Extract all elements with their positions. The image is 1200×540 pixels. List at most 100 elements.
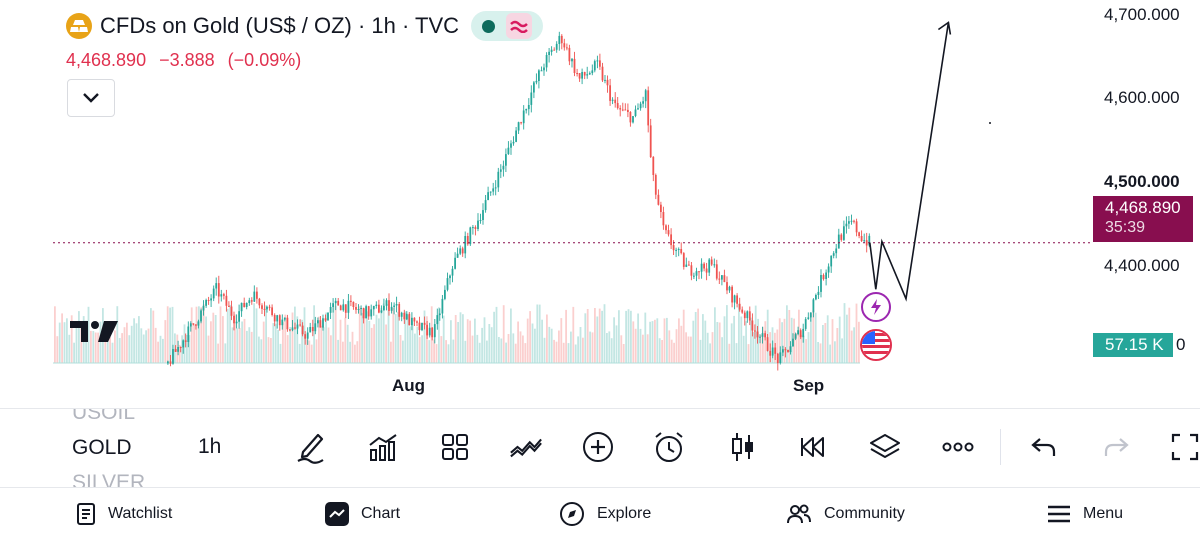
volume-bar: [814, 312, 817, 363]
more-options-icon[interactable]: [941, 430, 975, 464]
volume-bar: [829, 344, 831, 363]
bar-countdown: 35:39: [1105, 219, 1146, 236]
volume-bar: [747, 344, 750, 363]
volume-bar: [178, 344, 181, 363]
candle-body: [520, 122, 522, 124]
undo-icon[interactable]: [1027, 430, 1061, 464]
volume-bar: [260, 339, 263, 363]
volume-bar: [601, 310, 603, 363]
volume-bar: [812, 310, 815, 363]
nav-menu[interactable]: Menu: [1047, 488, 1123, 540]
indicators-icon[interactable]: [366, 430, 400, 464]
volume-bar: [310, 344, 313, 363]
volume-bar: [548, 326, 551, 363]
interval-button[interactable]: 1h: [198, 435, 222, 458]
watchlist-icon: [77, 503, 95, 525]
market-status-pill[interactable]: [471, 11, 544, 41]
volume-bar: [800, 334, 803, 363]
volume-bar: [205, 316, 207, 363]
candle-body: [383, 305, 385, 311]
volume-bar: [709, 343, 711, 363]
candle-body: [525, 109, 528, 111]
volume-bar: [555, 341, 558, 363]
price-chart-svg[interactable]: [0, 0, 1200, 408]
volume-bar: [476, 334, 479, 363]
fullscreen-icon[interactable]: [1168, 430, 1200, 464]
volume-bar: [656, 318, 659, 363]
compare-lines-icon[interactable]: [509, 430, 543, 464]
volume-bar: [704, 320, 707, 363]
candlestick-type-icon[interactable]: [726, 430, 760, 464]
candle-body: [268, 306, 271, 308]
candle-body: [558, 35, 561, 44]
candle-body: [182, 340, 185, 348]
symbol-item-gold[interactable]: GOLD: [72, 436, 132, 459]
volume-bar: [349, 341, 351, 363]
candle-body: [283, 317, 286, 320]
candle-body: [319, 320, 322, 328]
candle-body: [754, 330, 756, 332]
candle-body: [639, 103, 642, 109]
candle-body: [418, 322, 421, 331]
candle-body: [680, 249, 683, 254]
candle-body: [372, 306, 375, 310]
candle-body: [647, 90, 650, 126]
collapse-legend-button[interactable]: [67, 79, 115, 117]
flash-event-icon[interactable]: [861, 292, 891, 322]
symbol-item-usoil[interactable]: USOIL: [72, 409, 136, 424]
volume-bar: [625, 310, 627, 363]
volume-bar: [759, 334, 762, 363]
candle-body: [314, 323, 317, 332]
volume-bar: [565, 309, 567, 363]
volume-bar: [111, 342, 114, 363]
volume-bar: [738, 303, 740, 363]
volume-bar: [241, 321, 243, 363]
volume-bar: [742, 335, 745, 363]
candle-body: [837, 234, 840, 249]
volume-bar: [586, 309, 589, 363]
volume-bar: [778, 318, 781, 363]
symbol-switcher[interactable]: USOIL GOLD SILVER: [72, 409, 182, 487]
layout-grid-icon[interactable]: [438, 430, 472, 464]
volume-bar: [726, 305, 728, 363]
volume-bar: [733, 315, 735, 363]
volume-bar: [678, 318, 680, 363]
add-plus-icon[interactable]: [581, 430, 615, 464]
volume-bar: [279, 343, 282, 363]
candle-body: [464, 236, 467, 254]
volume-bar: [313, 305, 315, 363]
candle-body: [492, 188, 495, 192]
redo-icon[interactable]: [1099, 430, 1133, 464]
volume-bar: [109, 336, 111, 363]
chart-pane[interactable]: CFDs on Gold (US$ / OZ) · 1h · TVC 4,468…: [0, 0, 1200, 408]
nav-chart[interactable]: Chart: [325, 488, 400, 540]
volume-bar: [793, 318, 795, 363]
us-flag-icon[interactable]: [860, 329, 892, 361]
volume-bar: [567, 343, 570, 363]
nav-community[interactable]: Community: [786, 488, 905, 540]
volume-bar: [855, 303, 858, 363]
candle-body: [276, 315, 279, 322]
symbol-title[interactable]: CFDs on Gold (US$ / OZ) · 1h · TVC: [100, 13, 460, 38]
alarm-clock-icon[interactable]: [652, 430, 686, 464]
candle-body: [184, 340, 187, 342]
volume-bar: [334, 306, 337, 363]
symbol-item-silver[interactable]: SILVER: [72, 471, 146, 487]
drawing-pen-icon[interactable]: [294, 430, 328, 464]
volume-bar: [214, 315, 217, 363]
volume-bar: [217, 343, 219, 363]
candle-body: [807, 317, 810, 319]
volume-bar: [198, 306, 200, 363]
candle-body: [776, 353, 779, 364]
volume-bar: [152, 310, 155, 363]
candle-body: [350, 300, 352, 302]
layers-icon[interactable]: [868, 430, 902, 464]
candle-body: [299, 324, 301, 326]
nav-watchlist[interactable]: Watchlist: [76, 488, 172, 540]
replay-rewind-icon[interactable]: [797, 430, 831, 464]
candle-body: [253, 291, 256, 302]
nav-explore[interactable]: Explore: [559, 488, 651, 540]
volume-bar: [219, 306, 222, 363]
symbol-header[interactable]: CFDs on Gold (US$ / OZ) · 1h · TVC: [66, 10, 544, 42]
candle-body: [642, 101, 644, 104]
